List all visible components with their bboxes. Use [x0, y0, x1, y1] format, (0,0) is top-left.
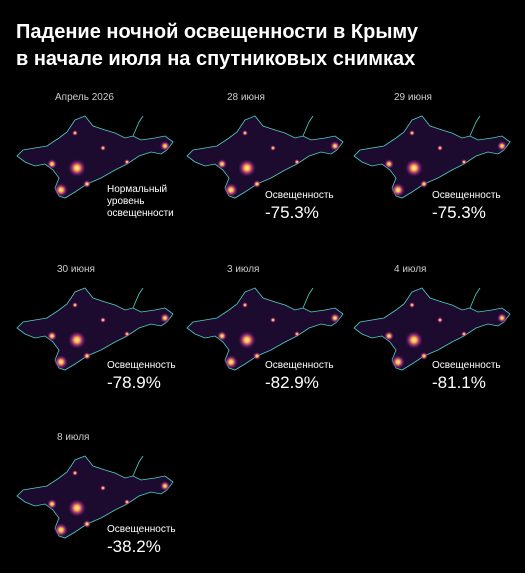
- panel: 29 июня Освещенность -75.3%: [353, 92, 511, 222]
- value: -75.3%: [265, 203, 319, 222]
- value: -38.2%: [107, 537, 161, 556]
- caption: Освещенность: [432, 190, 501, 201]
- panel: 8 июля Освещенность -38.2%: [16, 432, 176, 556]
- caption: Освещенность: [265, 190, 334, 201]
- title-line: в начале июля на спутниковых снимках: [16, 48, 415, 70]
- caption: Освещенность: [432, 360, 501, 371]
- panel: 30 июня Освещенность -78.9%: [16, 264, 176, 392]
- panel: 28 июня Освещенность -75.3%: [186, 92, 344, 222]
- map: [16, 287, 174, 371]
- map: [186, 287, 344, 371]
- panel: 4 июля Освещенность -81.1%: [353, 264, 511, 392]
- title-line: Падение ночной освещенности в Крыму: [16, 21, 419, 43]
- caption: Нормальный: [107, 184, 167, 195]
- panel: Апрель 2026 Нормальный уровень освещенно…: [16, 92, 174, 219]
- panel-date: 28 июня: [227, 92, 265, 103]
- value: -78.9%: [107, 373, 161, 392]
- map: [353, 115, 511, 199]
- panel-date: 3 июля: [227, 264, 259, 275]
- caption: Освещенность: [107, 524, 176, 535]
- value: -75.3%: [432, 203, 486, 222]
- map: [186, 115, 344, 199]
- panel-date: 30 июня: [57, 264, 95, 275]
- panel: 3 июля Освещенность -82.9%: [186, 264, 344, 392]
- caption: Освещенность: [107, 360, 176, 371]
- panel-date: Апрель 2026: [55, 92, 114, 103]
- panel-date: 29 июня: [394, 92, 432, 103]
- panel-date: 4 июля: [394, 264, 426, 275]
- caption: уровень: [107, 196, 145, 207]
- value: -82.9%: [265, 373, 319, 392]
- map: [353, 287, 511, 371]
- caption: освещенности: [107, 208, 174, 219]
- caption: Освещенность: [265, 360, 334, 371]
- panel-date: 8 июля: [57, 432, 89, 443]
- value: -81.1%: [432, 373, 486, 392]
